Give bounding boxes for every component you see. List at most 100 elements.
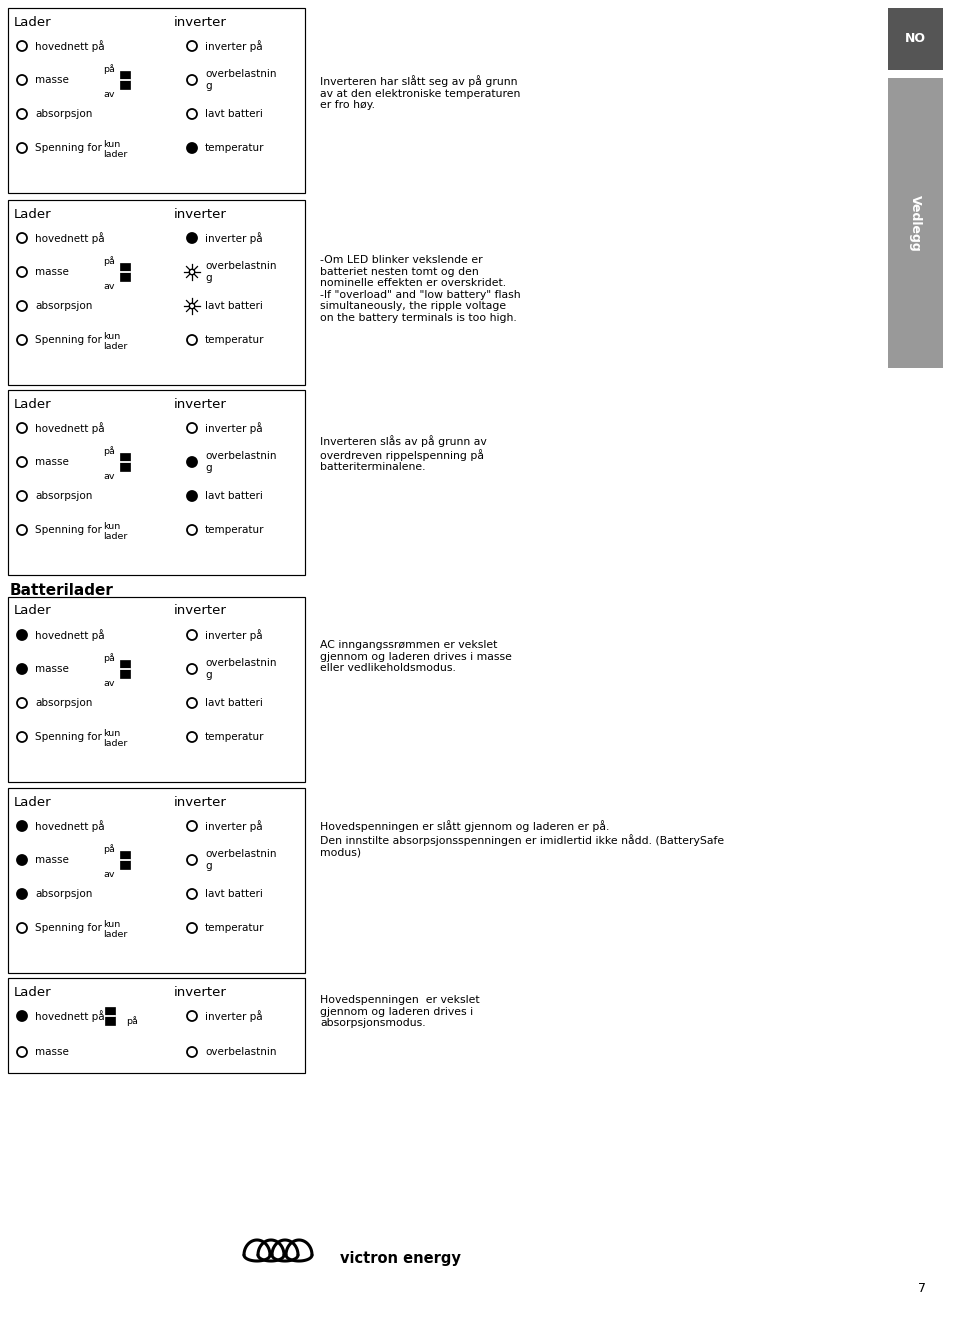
- Text: inverter: inverter: [174, 796, 227, 808]
- Text: overbelastnin
g: overbelastnin g: [205, 70, 276, 91]
- Text: av: av: [103, 870, 114, 879]
- Bar: [105, 1007, 115, 1025]
- Text: Lader: Lader: [14, 796, 52, 808]
- Circle shape: [17, 821, 27, 832]
- Text: inverter: inverter: [174, 398, 227, 410]
- Text: temperatur: temperatur: [205, 923, 265, 933]
- Circle shape: [187, 142, 197, 153]
- Text: inverter: inverter: [174, 207, 227, 220]
- Bar: [8, 788, 305, 973]
- Text: temperatur: temperatur: [205, 525, 265, 535]
- Bar: [120, 851, 130, 869]
- Text: masse: masse: [35, 1046, 69, 1057]
- Text: Lader: Lader: [14, 986, 52, 999]
- Text: lavt batteri: lavt batteri: [205, 890, 263, 899]
- Text: temperatur: temperatur: [205, 731, 265, 742]
- Text: Hovedspenningen er slått gjennom og laderen er på.
Den innstilte absorpsjonsspen: Hovedspenningen er slått gjennom og lade…: [320, 820, 724, 858]
- Text: Lader: Lader: [14, 207, 52, 220]
- Text: NO: NO: [905, 33, 926, 46]
- Bar: [8, 978, 305, 1073]
- Text: masse: masse: [35, 855, 69, 865]
- Bar: [8, 200, 305, 385]
- Text: -Om LED blinker vekslende er
batteriet nesten tomt og den
nominelle effekten er : -Om LED blinker vekslende er batteriet n…: [320, 254, 520, 323]
- Circle shape: [17, 664, 27, 673]
- Circle shape: [17, 630, 27, 641]
- Text: Lader: Lader: [14, 605, 52, 618]
- Bar: [888, 78, 943, 368]
- Text: på: på: [103, 652, 115, 663]
- Text: av: av: [103, 679, 114, 688]
- Text: lavt batteri: lavt batteri: [205, 492, 263, 501]
- Text: inverter på: inverter på: [205, 820, 263, 832]
- Text: inverter: inverter: [174, 986, 227, 999]
- Text: av: av: [103, 472, 114, 481]
- Bar: [120, 660, 130, 677]
- Text: absorpsjon: absorpsjon: [35, 109, 92, 119]
- Text: inverter på: inverter på: [205, 232, 263, 244]
- Text: på: på: [103, 445, 115, 456]
- Bar: [120, 453, 130, 471]
- Text: temperatur: temperatur: [205, 142, 265, 153]
- Text: Lader: Lader: [14, 398, 52, 410]
- Bar: [8, 8, 305, 192]
- Text: på: på: [103, 256, 115, 266]
- Text: på: på: [103, 65, 115, 74]
- Text: inverter: inverter: [174, 16, 227, 29]
- Text: 7: 7: [918, 1282, 926, 1296]
- Text: av: av: [103, 282, 114, 291]
- Text: Spenning for: Spenning for: [35, 142, 102, 153]
- Text: masse: masse: [35, 664, 69, 673]
- Text: inverter på: inverter på: [205, 40, 263, 51]
- Bar: [120, 264, 130, 281]
- Circle shape: [187, 457, 197, 467]
- Circle shape: [17, 890, 27, 899]
- Text: Vedlegg: Vedlegg: [909, 195, 922, 252]
- Bar: [8, 390, 305, 575]
- Text: Spenning for: Spenning for: [35, 731, 102, 742]
- Text: masse: masse: [35, 457, 69, 467]
- Text: kun
lader: kun lader: [103, 140, 128, 159]
- Bar: [888, 8, 943, 70]
- Text: hovednett på: hovednett på: [35, 232, 105, 244]
- Text: absorpsjon: absorpsjon: [35, 699, 92, 708]
- Text: Hovedspenningen  er vekslet
gjennom og laderen drives i
absorpsjonsmodus.: Hovedspenningen er vekslet gjennom og la…: [320, 995, 480, 1028]
- Text: absorpsjon: absorpsjon: [35, 492, 92, 501]
- Text: av: av: [103, 90, 114, 99]
- Text: lavt batteri: lavt batteri: [205, 109, 263, 119]
- Text: Lader: Lader: [14, 16, 52, 29]
- Bar: [120, 71, 130, 90]
- Text: inverter på: inverter på: [205, 629, 263, 641]
- Text: AC inngangssrømmen er vekslet
gjennom og laderen drives i masse
eller vedlikehol: AC inngangssrømmen er vekslet gjennom og…: [320, 641, 512, 673]
- Text: overbelastnin
g: overbelastnin g: [205, 849, 276, 871]
- Text: Spenning for: Spenning for: [35, 923, 102, 933]
- Text: lavt batteri: lavt batteri: [205, 301, 263, 311]
- Text: masse: masse: [35, 75, 69, 84]
- Text: Batterilader: Batterilader: [10, 583, 114, 598]
- Circle shape: [187, 492, 197, 501]
- Text: på: på: [126, 1016, 138, 1025]
- Text: inverter på: inverter på: [205, 422, 263, 434]
- Bar: [8, 597, 305, 782]
- Text: Spenning for: Spenning for: [35, 335, 102, 345]
- Text: victron energy: victron energy: [340, 1251, 461, 1265]
- Text: kun
lader: kun lader: [103, 729, 128, 749]
- Circle shape: [17, 855, 27, 865]
- Text: Inverteren har slått seg av på grunn
av at den elektroniske temperaturen
er fro : Inverteren har slått seg av på grunn av …: [320, 75, 520, 111]
- Text: hovednett på: hovednett på: [35, 629, 105, 641]
- Text: overbelastnin: overbelastnin: [205, 1046, 276, 1057]
- Circle shape: [187, 233, 197, 243]
- Text: på: på: [103, 844, 115, 854]
- Text: overbelastnin
g: overbelastnin g: [205, 261, 276, 283]
- Circle shape: [17, 1011, 27, 1021]
- Text: inverter på: inverter på: [205, 1010, 263, 1021]
- Text: kun
lader: kun lader: [103, 522, 128, 542]
- Text: hovednett på: hovednett på: [35, 40, 105, 51]
- Text: lavt batteri: lavt batteri: [205, 699, 263, 708]
- Text: temperatur: temperatur: [205, 335, 265, 345]
- Text: absorpsjon: absorpsjon: [35, 301, 92, 311]
- Text: kun
lader: kun lader: [103, 920, 128, 940]
- Text: kun
lader: kun lader: [103, 332, 128, 352]
- Text: hovednett på: hovednett på: [35, 820, 105, 832]
- Text: Spenning for: Spenning for: [35, 525, 102, 535]
- Text: inverter: inverter: [174, 605, 227, 618]
